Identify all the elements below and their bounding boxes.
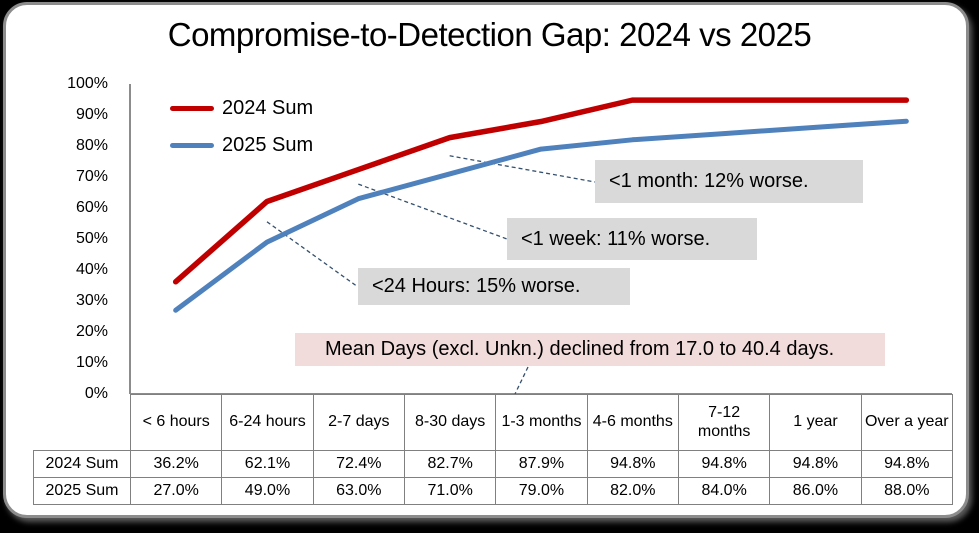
legend-line-swatch-2025	[170, 143, 214, 148]
annotation-leader-line	[358, 183, 508, 240]
y-axis-tick-label: 0%	[84, 385, 108, 402]
table-cell: 71.0%	[403, 477, 497, 505]
y-axis-tick-label: 80%	[75, 137, 108, 154]
table-cell: 84.0%	[677, 477, 771, 505]
table-header-cell: 7-12 months	[677, 394, 771, 451]
chart-title: Compromise-to-Detection Gap: 2024 vs 202…	[167, 16, 812, 53]
table-cell: 82.7%	[403, 450, 497, 478]
table-header-cell: 1-3 months	[495, 394, 588, 451]
series-line-2024-sum	[172, 97, 910, 285]
y-axis-tick-label: 70%	[75, 168, 108, 185]
table-header-cell: 4-6 months	[586, 394, 679, 451]
table-cell: 36.2%	[129, 450, 223, 478]
table-cell: 27.0%	[129, 477, 223, 505]
table-row-label: 2025 Sum	[33, 477, 131, 505]
y-axis-tick-label: 60%	[75, 199, 108, 216]
annotation-lt-1-week: <1 week: 11% worse.	[507, 218, 757, 260]
y-axis-tick-label: 20%	[75, 323, 108, 340]
table-header-cell: 2-7 days	[312, 394, 405, 451]
table-cell: 82.0%	[586, 477, 679, 505]
table-cell: 62.1%	[221, 450, 314, 478]
y-axis-tick-label: 10%	[75, 354, 108, 371]
annotation-leader-line	[266, 221, 359, 288]
table-cell: 79.0%	[495, 477, 588, 505]
y-axis-tick-label: 50%	[75, 230, 108, 247]
annotation-leader-line	[449, 155, 596, 183]
legend-label: 2025 Sum	[222, 134, 314, 156]
annotation-lt-24-hours: <24 Hours: 15% worse.	[358, 268, 630, 305]
table-cell: 63.0%	[312, 477, 405, 505]
table-row: 2024 Sum 36.2% 62.1% 72.4% 82.7% 87.9% 94.8% 94…	[33, 450, 953, 478]
table-cell: 94.8%	[586, 450, 679, 478]
legend-label: 2024 Sum	[222, 97, 314, 119]
data-table: < 6 hours 6-24 hours 2-7 days 8-30 days 1-3 …	[33, 394, 953, 505]
table-cell: 88.0%	[860, 477, 953, 505]
y-axis-tick-label: 30%	[75, 292, 108, 309]
data-table-wrap: < 6 hours 6-24 hours 2-7 days 8-30 days 1-3 …	[33, 394, 953, 505]
annotation-leader-line	[514, 366, 529, 395]
table-blank-corner-cell	[34, 395, 131, 451]
table-header-row: < 6 hours 6-24 hours 2-7 days 8-30 days 1-3 …	[34, 394, 953, 451]
legend-item-2024-sum: 2024 Sum	[170, 90, 313, 127]
table-header-cell: Over a year	[860, 394, 953, 451]
table-row-label: 2024 Sum	[33, 450, 131, 478]
table-row: 2025 Sum 27.0% 49.0% 63.0% 71.0% 79.0% 82.0% 84…	[33, 477, 953, 505]
y-axis-tick-label: 90%	[75, 106, 108, 123]
table-cell: 87.9%	[495, 450, 588, 478]
table-header-cell: 6-24 hours	[221, 394, 314, 451]
y-axis-tick-label: 40%	[75, 261, 108, 278]
table-header-cell: 8-30 days	[403, 394, 497, 451]
table-cell: 49.0%	[221, 477, 314, 505]
table-cell: 86.0%	[769, 477, 862, 505]
table-header-cell: 1 year	[769, 394, 862, 451]
table-cell: 94.8%	[860, 450, 953, 478]
table-cell: 72.4%	[312, 450, 405, 478]
annotation-lt-1-month: <1 month: 12% worse.	[595, 160, 863, 203]
chart-legend: 2024 Sum 2025 Sum	[170, 90, 313, 164]
y-axis-tick-label: 100%	[67, 75, 108, 92]
table-header-cell: < 6 hours	[129, 394, 223, 451]
series-line-2025-sum	[173, 118, 909, 313]
annotation-mean-days: Mean Days (excl. Unkn.) declined from 17…	[295, 333, 885, 366]
table-cell: 94.8%	[769, 450, 862, 478]
legend-item-2025-sum: 2025 Sum	[170, 127, 313, 164]
legend-line-swatch-2024	[170, 106, 214, 111]
table-cell: 94.8%	[677, 450, 771, 478]
